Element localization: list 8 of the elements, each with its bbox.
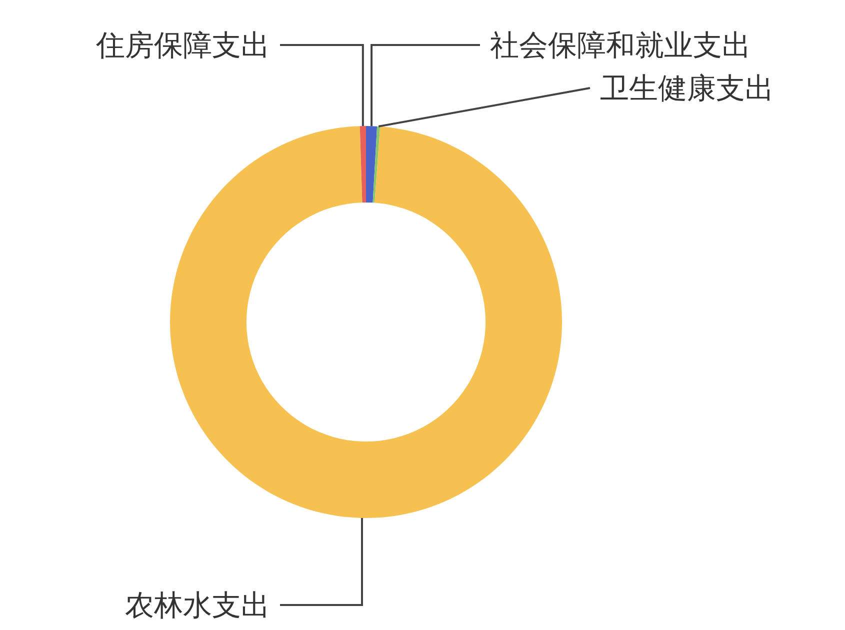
donut-slice xyxy=(372,126,380,203)
slice-label: 住房保障支出 xyxy=(95,28,270,62)
slice-label: 农林水支出 xyxy=(125,588,270,622)
donut-slice xyxy=(366,126,378,203)
slice-label: 社会保障和就业支出 xyxy=(490,28,751,62)
donut-slice xyxy=(360,126,366,202)
donut-slice xyxy=(170,126,562,518)
slice-label: 卫生健康支出 xyxy=(600,71,774,106)
